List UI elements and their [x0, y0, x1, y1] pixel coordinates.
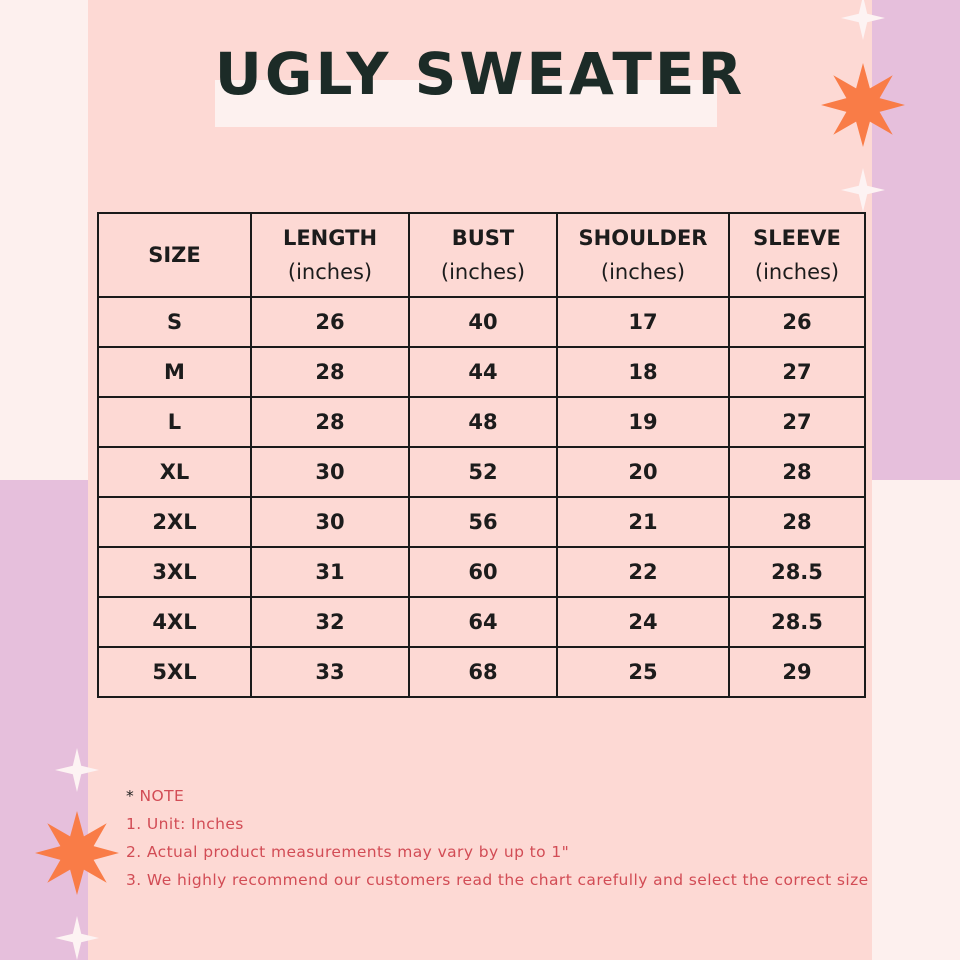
- header-label: SIZE: [148, 243, 201, 267]
- table-cell: 21: [556, 496, 730, 548]
- note-item: 1. Unit: Inches: [126, 815, 244, 833]
- table-cell: 30: [250, 446, 410, 498]
- header-unit: (inches): [440, 260, 526, 284]
- note-item: 3. We highly recommend our customers rea…: [126, 871, 869, 889]
- table-cell: 3XL: [97, 546, 252, 598]
- table-cell: 17: [556, 296, 730, 348]
- table-cell: 27: [728, 396, 866, 448]
- table-cell: 44: [408, 346, 558, 398]
- orange-star-icon: [821, 63, 905, 147]
- table-row: XL 30 52 20 28: [97, 446, 866, 498]
- table-cell: 28: [728, 446, 866, 498]
- table-cell: 31: [250, 546, 410, 598]
- white-sparkle-icon: [841, 168, 885, 212]
- table-cell: 22: [556, 546, 730, 598]
- header-label: BUST: [451, 226, 515, 250]
- table-cell: 29: [728, 646, 866, 698]
- white-sparkle-icon: [55, 916, 99, 960]
- table-cell: 27: [728, 346, 866, 398]
- table-cell: S: [97, 296, 252, 348]
- table-cell: 28.5: [728, 596, 866, 648]
- table-row: 5XL 33 68 25 29: [97, 646, 866, 698]
- table-cell: L: [97, 396, 252, 448]
- table-row: S 26 40 17 26: [97, 296, 866, 348]
- table-cell: XL: [97, 446, 252, 498]
- table-cell: 5XL: [97, 646, 252, 698]
- column-header: SHOULDER (inches): [556, 212, 730, 298]
- table-cell: 68: [408, 646, 558, 698]
- column-header: SIZE: [97, 212, 252, 298]
- table-row: 3XL 31 60 22 28.5: [97, 546, 866, 598]
- table-row: 4XL 32 64 24 28.5: [97, 596, 866, 648]
- notes: * NOTE 1. Unit: Inches 2. Actual product…: [126, 782, 869, 894]
- table-cell: 28.5: [728, 546, 866, 598]
- bg-left-top: [0, 0, 88, 480]
- column-header: LENGTH (inches): [250, 212, 410, 298]
- header-row: SIZE LENGTH (inches) BUST (inches) SHOULDER (i…: [97, 212, 866, 298]
- table-cell: 28: [250, 346, 410, 398]
- header-label: SLEEVE: [753, 226, 841, 250]
- header-label: LENGTH: [282, 226, 378, 250]
- table-cell: 25: [556, 646, 730, 698]
- table-cell: 33: [250, 646, 410, 698]
- header-unit: (inches): [600, 260, 686, 284]
- table-cell: 40: [408, 296, 558, 348]
- table-cell: 64: [408, 596, 558, 648]
- header-unit: (inches): [287, 260, 373, 284]
- bg-right-bottom: [872, 480, 960, 960]
- header-label: SHOULDER: [578, 226, 708, 250]
- table-cell: 56: [408, 496, 558, 548]
- table-cell: 26: [728, 296, 866, 348]
- table-cell: 28: [728, 496, 866, 548]
- table-cell: 4XL: [97, 596, 252, 648]
- white-sparkle-icon: [841, 0, 885, 40]
- table-cell: 20: [556, 446, 730, 498]
- column-header: SLEEVE (inches): [728, 212, 866, 298]
- table-cell: M: [97, 346, 252, 398]
- table-cell: 2XL: [97, 496, 252, 548]
- note-heading: * NOTE: [126, 787, 185, 805]
- table-cell: 28: [250, 396, 410, 448]
- note-item: 2. Actual product measurements may vary …: [126, 843, 570, 861]
- table-cell: 26: [250, 296, 410, 348]
- table-cell: 52: [408, 446, 558, 498]
- table-cell: 48: [408, 396, 558, 448]
- table-row: 2XL 30 56 21 28: [97, 496, 866, 548]
- white-sparkle-icon: [55, 748, 99, 792]
- header-unit: (inches): [754, 260, 840, 284]
- table-row: L 28 48 19 27: [97, 396, 866, 448]
- table-cell: 60: [408, 546, 558, 598]
- column-header: BUST (inches): [408, 212, 558, 298]
- title-band: [215, 80, 717, 127]
- table-cell: 19: [556, 396, 730, 448]
- table-row: M 28 44 18 27: [97, 346, 866, 398]
- table-cell: 24: [556, 596, 730, 648]
- table-cell: 32: [250, 596, 410, 648]
- page-title: UGLY SWEATER: [214, 40, 746, 108]
- table-cell: 18: [556, 346, 730, 398]
- table-cell: 30: [250, 496, 410, 548]
- size-chart-table: SIZE LENGTH (inches) BUST (inches) SHOULDER (i…: [97, 212, 866, 698]
- orange-star-icon: [35, 811, 119, 895]
